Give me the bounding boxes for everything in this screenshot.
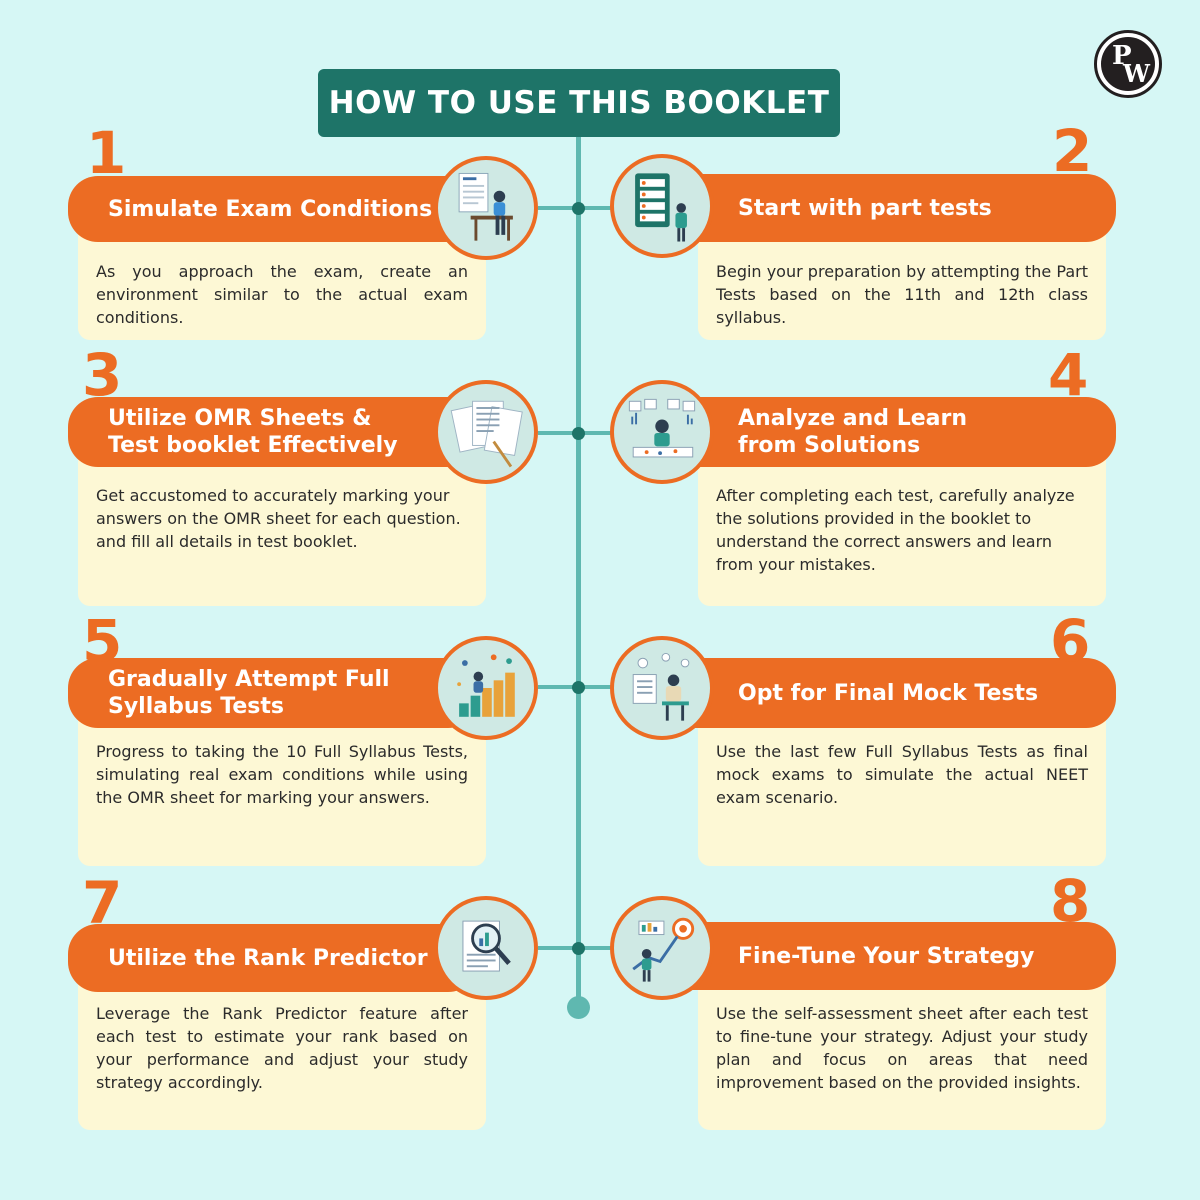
mock-test-icon — [610, 636, 714, 740]
timeline-branch-5 — [538, 685, 578, 689]
step-1-title: Simulate Exam Conditions — [108, 196, 433, 222]
step-5-title-bar: Gradually Attempt Full Syllabus Tests — [68, 658, 478, 728]
pw-logo: P W — [1094, 30, 1162, 98]
timeline-node-3 — [572, 681, 585, 694]
timeline-branch-6 — [578, 685, 614, 689]
step-1-description: As you approach the exam, create an envi… — [96, 262, 468, 327]
logo-letter-w: W — [1123, 59, 1150, 88]
pw-logo-mark: P W — [1101, 37, 1155, 91]
timeline-node-4 — [572, 942, 585, 955]
step-3-number: 3 — [82, 341, 123, 409]
omr-sheets-icon — [434, 380, 538, 484]
step-2-number: 2 — [1052, 117, 1093, 185]
timeline-end-dot — [567, 996, 590, 1019]
step-8-card: Use the self-assessment sheet after each… — [698, 968, 1106, 1130]
timeline-spine — [576, 137, 581, 1005]
step-6-card: Use the last few Full Syllabus Tests as … — [698, 706, 1106, 866]
step-4-card: After completing each test, carefully an… — [698, 444, 1106, 606]
timeline-branch-8 — [578, 946, 614, 950]
step-4-description: After completing each test, carefully an… — [716, 486, 1075, 574]
step-5-description: Progress to taking the 10 Full Syllabus … — [96, 742, 468, 807]
growth-steps-icon — [434, 636, 538, 740]
step-3-description: Get accustomed to accurately marking you… — [96, 486, 461, 551]
step-1-title-bar: Simulate Exam Conditions — [68, 176, 478, 242]
timeline-branch-1 — [538, 206, 578, 210]
step-6-number: 6 — [1050, 607, 1091, 675]
step-7-title-bar: Utilize the Rank Predictor — [68, 924, 478, 992]
step-2-title: Start with part tests — [738, 195, 992, 221]
checklist-icon — [610, 154, 714, 258]
timeline-node-1 — [572, 202, 585, 215]
timeline-branch-7 — [538, 946, 578, 950]
step-6-title: Opt for Final Mock Tests — [738, 680, 1039, 706]
step-3-title-line-1: Utilize OMR Sheets & — [108, 406, 372, 431]
timeline-branch-2 — [578, 206, 614, 210]
step-5-title-line-1: Gradually Attempt Full — [108, 667, 390, 692]
step-7-title: Utilize the Rank Predictor — [108, 945, 428, 971]
page-title: HOW TO USE THIS BOOKLET — [318, 69, 840, 137]
magnifier-chart-icon — [434, 896, 538, 1000]
step-4-title-line-1: Analyze and Learn — [738, 406, 968, 431]
step-1-number: 1 — [86, 119, 127, 187]
step-7-description: Leverage the Rank Predictor feature afte… — [96, 1004, 468, 1092]
step-4-title-line-2: from Solutions — [738, 433, 921, 458]
target-strategy-icon — [610, 896, 714, 1000]
step-4-number: 4 — [1048, 341, 1089, 409]
step-7-number: 7 — [82, 869, 123, 937]
timeline-branch-4 — [578, 431, 614, 435]
analysis-icon — [610, 380, 714, 484]
step-3-title-bar: Utilize OMR Sheets & Test booklet Effect… — [68, 397, 478, 467]
step-8-title: Fine-Tune Your Strategy — [738, 943, 1035, 969]
step-3-card: Get accustomed to accurately marking you… — [78, 444, 486, 606]
step-8-description: Use the self-assessment sheet after each… — [716, 1004, 1088, 1092]
exam-desk-icon — [434, 156, 538, 260]
step-3-title-line-2: Test booklet Effectively — [108, 433, 398, 458]
step-6-description: Use the last few Full Syllabus Tests as … — [716, 742, 1088, 807]
step-5-number: 5 — [82, 607, 123, 675]
step-5-title-line-2: Syllabus Tests — [108, 694, 284, 719]
step-7-card: Leverage the Rank Predictor feature afte… — [78, 968, 486, 1130]
step-2-description: Begin your preparation by attempting the… — [716, 262, 1088, 327]
timeline-branch-3 — [538, 431, 578, 435]
logo-letter-p: P — [1112, 41, 1132, 71]
step-8-number: 8 — [1050, 867, 1091, 935]
timeline-node-2 — [572, 427, 585, 440]
step-5-card: Progress to taking the 10 Full Syllabus … — [78, 706, 486, 866]
